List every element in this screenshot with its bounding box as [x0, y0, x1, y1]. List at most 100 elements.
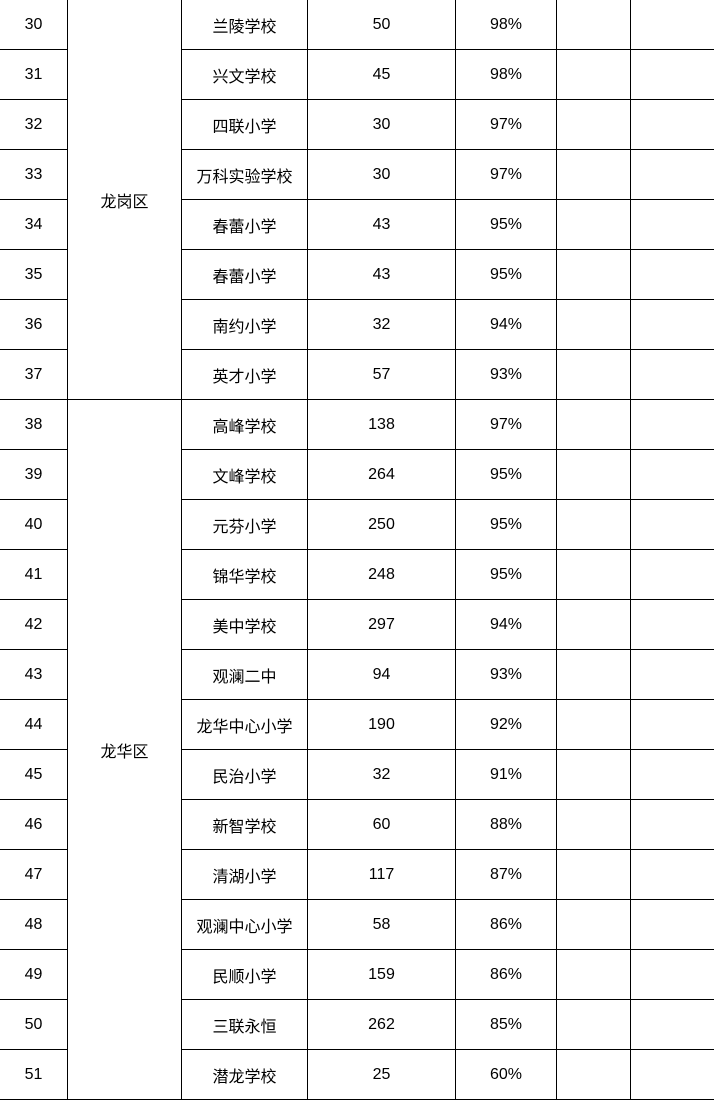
- row-number: 51: [0, 1049, 68, 1100]
- student-count: 250: [307, 499, 456, 550]
- table-row: 47 清湖小学 117 87%: [0, 849, 714, 900]
- rate-value: 98%: [455, 49, 557, 100]
- student-count: 264: [307, 449, 456, 500]
- table-row: 36 南约小学 32 94%: [0, 299, 714, 350]
- empty-cell: [556, 849, 631, 900]
- school-name: 观澜中心小学: [181, 899, 308, 950]
- empty-cell: [556, 249, 631, 300]
- row-number: 39: [0, 449, 68, 500]
- empty-cell: [630, 549, 714, 600]
- rate-value: 85%: [455, 999, 557, 1050]
- rate-value: 93%: [455, 349, 557, 400]
- table-row: 38 龙华区 高峰学校 138 97%: [0, 399, 714, 1100]
- row-number: 38: [0, 399, 68, 450]
- rate-value: 95%: [455, 499, 557, 550]
- student-count: 32: [307, 299, 456, 350]
- empty-cell: [630, 999, 714, 1050]
- school-name: 南约小学: [181, 299, 308, 350]
- empty-cell: [630, 99, 714, 150]
- student-count: 30: [307, 149, 456, 200]
- rate-value: 94%: [455, 299, 557, 350]
- rate-value: 92%: [455, 699, 557, 750]
- row-number: 48: [0, 899, 68, 950]
- rate-value: 97%: [455, 99, 557, 150]
- empty-cell: [556, 199, 631, 250]
- student-count: 248: [307, 549, 456, 600]
- student-count: 30: [307, 99, 456, 150]
- student-count: 45: [307, 49, 456, 100]
- empty-cell: [556, 399, 631, 450]
- empty-cell: [630, 799, 714, 850]
- empty-cell: [556, 149, 631, 200]
- school-name: 兰陵学校: [181, 0, 308, 50]
- student-count: 117: [307, 849, 456, 900]
- rate-value: 60%: [455, 1049, 557, 1100]
- empty-cell: [630, 849, 714, 900]
- rate-value: 95%: [455, 549, 557, 600]
- empty-cell: [630, 949, 714, 1000]
- empty-cell: [556, 549, 631, 600]
- empty-cell: [556, 349, 631, 400]
- empty-cell: [630, 149, 714, 200]
- rate-value: 87%: [455, 849, 557, 900]
- table-row: 30 龙岗区 兰陵学校 50 98%: [0, 0, 714, 400]
- rate-value: 88%: [455, 799, 557, 850]
- empty-cell: [556, 599, 631, 650]
- empty-cell: [630, 0, 714, 50]
- school-name: 万科实验学校: [181, 149, 308, 200]
- student-count: 43: [307, 199, 456, 250]
- student-count: 32: [307, 749, 456, 800]
- school-name: 文峰学校: [181, 449, 308, 500]
- table-row: 41 锦华学校 248 95%: [0, 549, 714, 600]
- row-number: 31: [0, 49, 68, 100]
- empty-cell: [630, 399, 714, 450]
- empty-cell: [556, 99, 631, 150]
- school-name: 锦华学校: [181, 549, 308, 600]
- student-count: 138: [307, 399, 456, 450]
- table-row: 39 文峰学校 264 95%: [0, 449, 714, 500]
- rate-value: 95%: [455, 449, 557, 500]
- empty-cell: [556, 949, 631, 1000]
- row-number: 47: [0, 849, 68, 900]
- row-number: 37: [0, 349, 68, 400]
- rate-value: 97%: [455, 149, 557, 200]
- student-count: 57: [307, 349, 456, 400]
- empty-cell: [556, 999, 631, 1050]
- table-row: 42 美中学校 297 94%: [0, 599, 714, 650]
- school-name: 观澜二中: [181, 649, 308, 700]
- row-number: 46: [0, 799, 68, 850]
- empty-cell: [630, 199, 714, 250]
- school-name: 民治小学: [181, 749, 308, 800]
- empty-cell: [556, 49, 631, 100]
- school-name: 民顺小学: [181, 949, 308, 1000]
- row-number: 33: [0, 149, 68, 200]
- school-name: 春蕾小学: [181, 249, 308, 300]
- school-name: 三联永恒: [181, 999, 308, 1050]
- empty-cell: [556, 899, 631, 950]
- empty-cell: [630, 349, 714, 400]
- district-cell: 龙岗区: [67, 0, 182, 400]
- table-row: 51 潜龙学校 25 60%: [0, 1049, 714, 1100]
- empty-cell: [556, 1049, 631, 1100]
- row-number: 50: [0, 999, 68, 1050]
- empty-cell: [630, 299, 714, 350]
- row-number: 43: [0, 649, 68, 700]
- empty-cell: [630, 899, 714, 950]
- row-number: 45: [0, 749, 68, 800]
- table-row: 49 民顺小学 159 86%: [0, 949, 714, 1000]
- empty-cell: [630, 49, 714, 100]
- empty-cell: [630, 599, 714, 650]
- empty-cell: [556, 0, 631, 50]
- student-count: 262: [307, 999, 456, 1050]
- school-name: 元芬小学: [181, 499, 308, 550]
- rate-value: 97%: [455, 399, 557, 450]
- student-count: 297: [307, 599, 456, 650]
- table-row: 43 观澜二中 94 93%: [0, 649, 714, 700]
- empty-cell: [630, 699, 714, 750]
- empty-cell: [630, 1049, 714, 1100]
- row-number: 35: [0, 249, 68, 300]
- school-name: 春蕾小学: [181, 199, 308, 250]
- rate-value: 86%: [455, 949, 557, 1000]
